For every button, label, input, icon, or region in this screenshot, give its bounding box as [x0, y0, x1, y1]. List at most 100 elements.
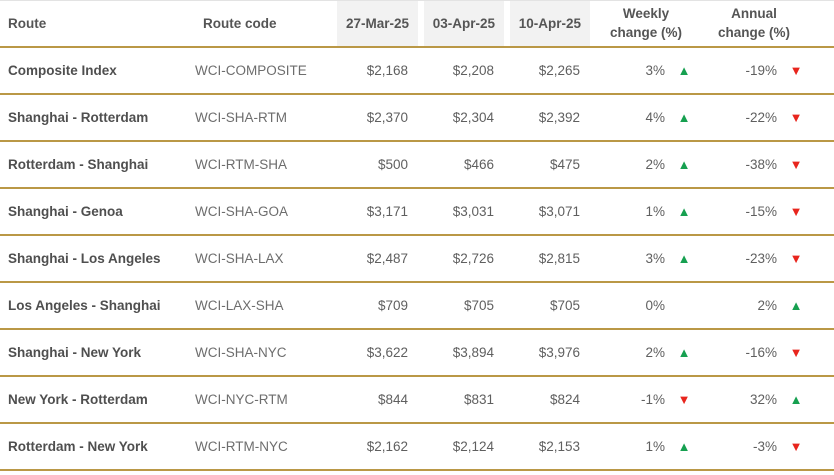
weekly-change-cell: 1% ▲: [592, 424, 700, 471]
price-03-apr: $3,031: [420, 189, 506, 236]
column-header-weekly-change: Weekly change (%): [592, 0, 700, 48]
price-27-mar: $2,370: [333, 95, 420, 142]
date-header-box: 03-Apr-25: [424, 1, 504, 46]
route-name: Shanghai - Los Angeles: [0, 236, 195, 283]
table-row: Rotterdam - Shanghai WCI-RTM-SHA $500 $4…: [0, 142, 834, 189]
price-10-apr: $2,153: [506, 424, 592, 471]
table-row: Los Angeles - Shanghai WCI-LAX-SHA $709 …: [0, 283, 834, 330]
price-10-apr: $824: [506, 377, 592, 424]
weekly-change-arrow-icon: ▲: [677, 439, 691, 454]
price-03-apr: $2,208: [420, 48, 506, 95]
weekly-change-value: 1%: [645, 204, 665, 219]
weekly-change-arrow-icon: ▲: [677, 157, 691, 172]
annual-change-value: 2%: [757, 298, 777, 313]
route-code: WCI-NYC-RTM: [195, 377, 333, 424]
column-header-date-3: 10-Apr-25: [506, 0, 592, 48]
route-code: WCI-COMPOSITE: [195, 48, 333, 95]
annual-change-arrow-icon: ▲: [789, 392, 803, 407]
weekly-change-cell: 2% ▲: [592, 330, 700, 377]
price-27-mar: $709: [333, 283, 420, 330]
weekly-change-cell: 3% ▲: [592, 236, 700, 283]
price-27-mar: $3,622: [333, 330, 420, 377]
weekly-change-arrow-icon: ▲: [677, 345, 691, 360]
annual-change-cell: -38% ▼: [700, 142, 834, 189]
price-03-apr: $2,726: [420, 236, 506, 283]
route-name: Shanghai - Genoa: [0, 189, 195, 236]
price-03-apr: $2,124: [420, 424, 506, 471]
price-27-mar: $3,171: [333, 189, 420, 236]
table-body: Composite Index WCI-COMPOSITE $2,168 $2,…: [0, 48, 834, 471]
annual-change-cell: -23% ▼: [700, 236, 834, 283]
weekly-change-arrow-icon: ▲: [677, 63, 691, 78]
table-row: Shanghai - New York WCI-SHA-NYC $3,622 $…: [0, 330, 834, 377]
price-03-apr: $831: [420, 377, 506, 424]
table-row: New York - Rotterdam WCI-NYC-RTM $844 $8…: [0, 377, 834, 424]
price-10-apr: $475: [506, 142, 592, 189]
annual-change-value: -15%: [745, 204, 777, 219]
column-header-date-1: 27-Mar-25: [333, 0, 420, 48]
price-10-apr: $2,815: [506, 236, 592, 283]
annual-change-arrow-icon: ▼: [789, 110, 803, 125]
annual-change-value: -23%: [745, 251, 777, 266]
weekly-change-value: 2%: [645, 157, 665, 172]
price-03-apr: $466: [420, 142, 506, 189]
table-row: Rotterdam - New York WCI-RTM-NYC $2,162 …: [0, 424, 834, 471]
route-name: Los Angeles - Shanghai: [0, 283, 195, 330]
price-27-mar: $2,168: [333, 48, 420, 95]
column-header-date-2: 03-Apr-25: [420, 0, 506, 48]
annual-change-value: 32%: [749, 392, 777, 407]
price-10-apr: $2,392: [506, 95, 592, 142]
weekly-change-value: 3%: [645, 63, 665, 78]
date-header-box: 10-Apr-25: [510, 1, 590, 46]
weekly-change-value: 1%: [645, 439, 665, 454]
annual-change-arrow-icon: ▼: [789, 204, 803, 219]
price-03-apr: $3,894: [420, 330, 506, 377]
header-row: Route Route code 27-Mar-25 03-Apr-25 10-…: [0, 0, 834, 48]
annual-change-arrow-icon: ▼: [789, 251, 803, 266]
route-name: Shanghai - Rotterdam: [0, 95, 195, 142]
route-code: WCI-LAX-SHA: [195, 283, 333, 330]
annual-change-cell: -22% ▼: [700, 95, 834, 142]
price-27-mar: $500: [333, 142, 420, 189]
price-10-apr: $705: [506, 283, 592, 330]
annual-change-arrow-icon: ▼: [789, 345, 803, 360]
weekly-change-cell: 3% ▲: [592, 48, 700, 95]
annual-change-value: -16%: [745, 345, 777, 360]
route-code: WCI-RTM-SHA: [195, 142, 333, 189]
annual-change-cell: -15% ▼: [700, 189, 834, 236]
route-code: WCI-RTM-NYC: [195, 424, 333, 471]
route-name: Rotterdam - New York: [0, 424, 195, 471]
weekly-change-cell: 0%: [592, 283, 700, 330]
annual-change-cell: -19% ▼: [700, 48, 834, 95]
weekly-change-cell: 1% ▲: [592, 189, 700, 236]
weekly-change-arrow-icon: ▼: [677, 392, 691, 407]
route-code: WCI-SHA-RTM: [195, 95, 333, 142]
weekly-change-value: -1%: [640, 392, 665, 407]
weekly-change-value: 3%: [645, 251, 665, 266]
weekly-change-cell: -1% ▼: [592, 377, 700, 424]
weekly-change-header-label: Weekly change (%): [609, 6, 682, 40]
price-27-mar: $2,487: [333, 236, 420, 283]
weekly-change-value: 2%: [645, 345, 665, 360]
price-10-apr: $3,976: [506, 330, 592, 377]
weekly-change-value: 4%: [645, 110, 665, 125]
annual-change-cell: -3% ▼: [700, 424, 834, 471]
annual-change-arrow-icon: ▼: [789, 63, 803, 78]
weekly-change-cell: 2% ▲: [592, 142, 700, 189]
annual-change-cell: -16% ▼: [700, 330, 834, 377]
price-03-apr: $2,304: [420, 95, 506, 142]
price-03-apr: $705: [420, 283, 506, 330]
annual-change-value: -19%: [745, 63, 777, 78]
table-row: Composite Index WCI-COMPOSITE $2,168 $2,…: [0, 48, 834, 95]
annual-change-cell: 32% ▲: [700, 377, 834, 424]
route-code: WCI-SHA-NYC: [195, 330, 333, 377]
route-name: Rotterdam - Shanghai: [0, 142, 195, 189]
route-code: WCI-SHA-GOA: [195, 189, 333, 236]
weekly-change-arrow-icon: ▲: [677, 204, 691, 219]
route-code: WCI-SHA-LAX: [195, 236, 333, 283]
table-row: Shanghai - Genoa WCI-SHA-GOA $3,171 $3,0…: [0, 189, 834, 236]
table-row: Shanghai - Los Angeles WCI-SHA-LAX $2,48…: [0, 236, 834, 283]
weekly-change-cell: 4% ▲: [592, 95, 700, 142]
annual-change-value: -3%: [752, 439, 777, 454]
